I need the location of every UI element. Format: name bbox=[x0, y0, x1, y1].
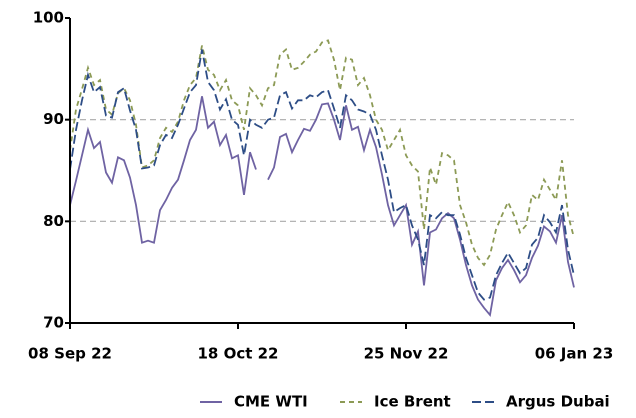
y-tick-label: 70 bbox=[43, 314, 64, 332]
x-tick-label: 25 Nov 22 bbox=[364, 345, 449, 363]
series-line bbox=[69, 49, 575, 301]
legend-label: Ice Brent bbox=[374, 393, 451, 411]
x-tick-label: 18 Oct 22 bbox=[197, 345, 278, 363]
x-tick-label: 06 Jan 23 bbox=[535, 345, 614, 363]
legend-label: CME WTI bbox=[234, 393, 308, 411]
series-line bbox=[69, 39, 575, 267]
legend-label: Argus Dubai bbox=[506, 393, 610, 411]
y-tick-label: 100 bbox=[33, 9, 64, 27]
y-tick-label: 90 bbox=[43, 110, 64, 128]
y-tick-label: 80 bbox=[43, 212, 64, 230]
x-tick-label: 08 Sep 22 bbox=[28, 345, 112, 363]
series-line bbox=[69, 96, 575, 317]
